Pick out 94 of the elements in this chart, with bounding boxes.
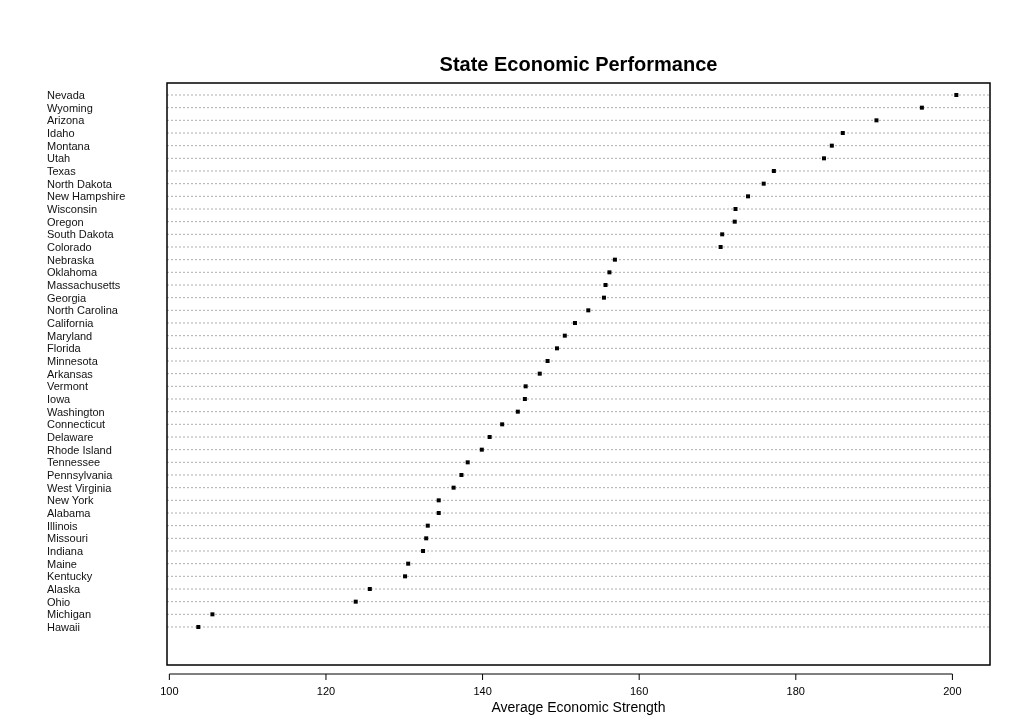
y-tick-label: Alabama (47, 507, 92, 519)
point (421, 549, 426, 553)
y-tick-label: Massachusetts (47, 279, 121, 291)
y-tick-label: South Dakota (47, 228, 115, 241)
point (500, 422, 505, 427)
point (465, 460, 470, 465)
x-tick-label: 100 (160, 685, 179, 697)
point (196, 625, 201, 629)
y-tick-label: Maryland (47, 329, 93, 342)
point (840, 131, 845, 135)
point (874, 118, 879, 123)
y-tick-label: Illinois (47, 519, 79, 532)
y-tick-label: Nebraska (47, 253, 95, 266)
point (821, 156, 826, 161)
y-tick-label: Alaska (47, 583, 81, 595)
point (612, 257, 617, 262)
point (919, 105, 924, 110)
point (720, 232, 725, 237)
y-tick-label: Kentucky (47, 570, 93, 583)
y-tick-label: Washington (47, 405, 105, 418)
y-tick-label: Montana (47, 139, 91, 152)
point (733, 207, 738, 211)
y-tick-label: Texas (47, 165, 77, 177)
point (771, 169, 776, 173)
y-tick-label: Pennsylvania (47, 469, 114, 481)
point (403, 574, 408, 579)
point (829, 143, 834, 148)
y-tick-label: Michigan (47, 608, 92, 621)
y-tick-label: Vermont (47, 380, 88, 393)
point (424, 536, 429, 541)
y-tick-label: Indiana (47, 545, 84, 557)
y-tick-label: Utah (47, 152, 71, 165)
y-tick-label: Arkansas (47, 367, 94, 380)
y-tick-label: Florida (47, 342, 82, 355)
y-tick-label: Wyoming (47, 101, 93, 114)
y-tick-label: Oklahoma (47, 266, 99, 279)
x-tick-label: 200 (943, 685, 962, 697)
point (459, 473, 464, 477)
point (515, 409, 520, 414)
point (522, 397, 527, 401)
point (718, 245, 723, 249)
x-tick-label: 180 (786, 685, 805, 697)
point (761, 181, 766, 186)
point (523, 384, 528, 389)
x-tick-label: 120 (316, 685, 336, 697)
point (562, 333, 567, 338)
y-tick-label: Iowa (47, 393, 72, 405)
y-tick-label: California (47, 317, 95, 329)
y-tick-label: West Virginia (47, 481, 113, 494)
point (537, 371, 542, 376)
y-tick-label: Rhode Island (47, 443, 112, 456)
y-tick-label: Delaware (47, 431, 94, 443)
point (436, 511, 441, 515)
point (732, 219, 737, 224)
point (607, 270, 612, 275)
y-tick-label: Tennessee (47, 456, 101, 469)
x-axis-title: Average Economic Strength (491, 699, 666, 715)
point (601, 295, 606, 300)
point (545, 359, 550, 363)
y-tick-label: New York (47, 494, 94, 507)
y-tick-label: Idaho (47, 127, 75, 139)
point (954, 93, 959, 97)
point (353, 599, 358, 604)
y-tick-label: North Dakota (47, 177, 113, 190)
y-tick-label: Oregon (47, 215, 84, 228)
y-tick-label: Arizona (47, 114, 86, 127)
point (586, 308, 591, 313)
y-tick-label: Colorado (47, 241, 92, 253)
y-tick-label: Nevada (47, 89, 86, 101)
y-tick-label: Ohio (47, 595, 71, 608)
x-tick-label: 140 (473, 685, 492, 697)
x-tick-label: 160 (630, 685, 649, 697)
point (451, 485, 456, 490)
point (554, 346, 559, 351)
y-tick-label: Georgia (47, 291, 88, 304)
y-tick-label: Connecticut (47, 418, 106, 431)
point (210, 612, 215, 617)
y-tick-label: New Hampshire (47, 190, 126, 203)
point (603, 283, 608, 287)
y-tick-label: North Carolina (47, 304, 119, 317)
y-tick-label: Wisconsin (47, 203, 98, 215)
point (406, 561, 411, 566)
point (572, 321, 577, 325)
point (487, 435, 492, 439)
chart-title: State Economic Performance (439, 53, 718, 75)
point (367, 587, 372, 591)
y-tick-label: Maine (47, 557, 77, 570)
point (746, 194, 751, 199)
y-tick-label: Minnesota (47, 355, 99, 367)
point (436, 498, 441, 503)
point (425, 523, 430, 528)
point (479, 447, 484, 452)
y-tick-label: Missouri (47, 532, 88, 545)
y-tick-label: Hawaii (47, 621, 81, 633)
